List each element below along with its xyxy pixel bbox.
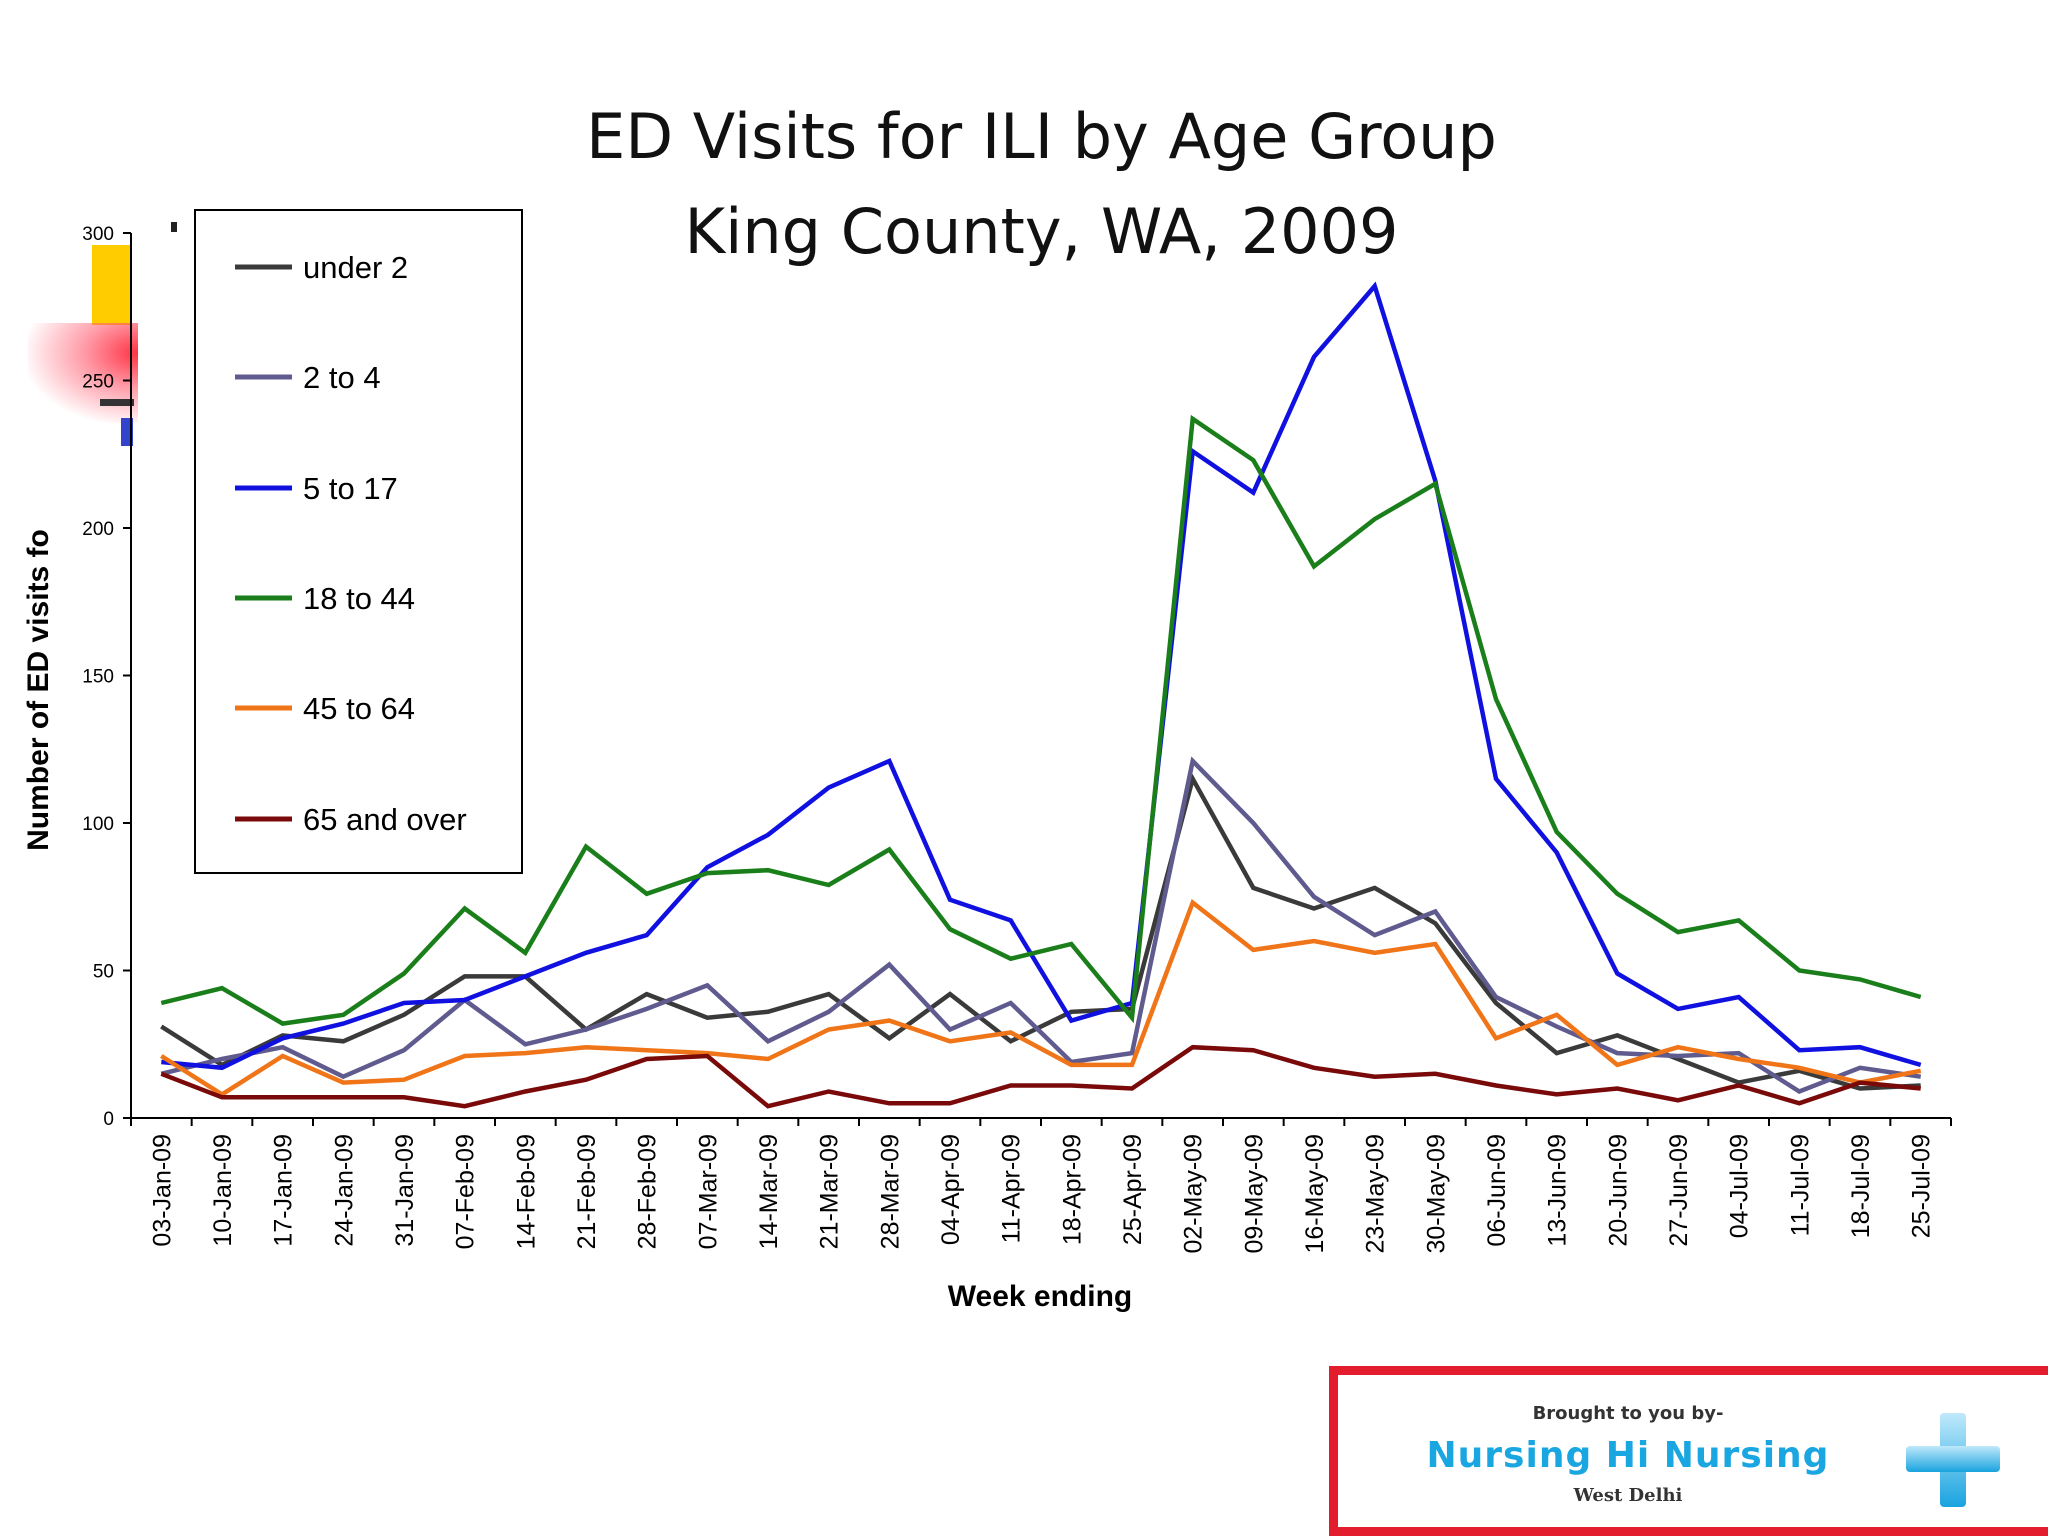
series-line-65-and-over bbox=[160, 1044, 1921, 1109]
x-tick-label: 18-Apr-09 bbox=[1058, 1134, 1086, 1245]
y-tick-label: 100 bbox=[82, 814, 114, 835]
y-tick-label: 50 bbox=[93, 962, 114, 983]
x-tick-label: 13-Jun-09 bbox=[1544, 1134, 1572, 1247]
series-line-5-to-17 bbox=[161, 281, 1922, 1071]
x-tick-label: 17-Jan-09 bbox=[270, 1134, 298, 1247]
y-tick-label: 200 bbox=[82, 519, 114, 540]
x-axis-title: Week ending bbox=[948, 1280, 1132, 1313]
banner-line1: Brought to you by- bbox=[1532, 1403, 1724, 1424]
series-line-2-to-4 bbox=[160, 756, 1922, 1095]
medical-cross-icon bbox=[1906, 1413, 2000, 1507]
x-tick-label: 14-Feb-09 bbox=[512, 1134, 540, 1249]
y-tick-label: 0 bbox=[103, 1109, 114, 1130]
small-decor-dot bbox=[171, 222, 177, 232]
x-tick-label: 31-Jan-09 bbox=[391, 1134, 419, 1247]
x-tick-label: 11-Apr-09 bbox=[998, 1134, 1026, 1243]
legend-label: 5 to 17 bbox=[303, 471, 398, 506]
chart-subtitle: King County, WA, 2009 bbox=[684, 195, 1399, 268]
chart-title: ED Visits for ILI by Age Group bbox=[586, 100, 1497, 173]
x-tick-label: 27-Jun-09 bbox=[1665, 1134, 1693, 1247]
x-tick-label: 07-Mar-09 bbox=[694, 1134, 722, 1249]
x-tick-label: 16-May-09 bbox=[1301, 1134, 1329, 1254]
banner-line3: West Delhi bbox=[1573, 1485, 1683, 1506]
x-tick-label: 21-Feb-09 bbox=[573, 1134, 601, 1249]
x-tick-label: 28-Feb-09 bbox=[634, 1134, 662, 1249]
x-tick-label: 09-May-09 bbox=[1240, 1134, 1268, 1254]
red-gradient-decor bbox=[28, 323, 138, 423]
x-tick-label: 07-Feb-09 bbox=[452, 1134, 480, 1249]
y-tick-label: 300 bbox=[82, 224, 114, 245]
yellow-decor-block bbox=[92, 245, 132, 325]
x-tick-label: 04-Jul-09 bbox=[1726, 1134, 1754, 1238]
x-tick-label: 30-May-09 bbox=[1422, 1134, 1450, 1254]
legend-label: 18 to 44 bbox=[303, 581, 415, 616]
y-tick-label: 250 bbox=[82, 372, 114, 393]
legend-label: 45 to 64 bbox=[303, 691, 415, 726]
legend-box bbox=[194, 209, 523, 874]
series-line-18-to-44 bbox=[160, 414, 1922, 1026]
x-tick-label: 21-Mar-09 bbox=[816, 1134, 844, 1249]
axes: 0 50 100 150 200 250 300 03-Jan-09 10-Jan-09 17-J… bbox=[82, 224, 1952, 1254]
x-tick-label: 14-Mar-09 bbox=[755, 1134, 783, 1249]
legend: under 2 2 to 4 5 to 17 18 to 44 45 to 64 65 a… bbox=[194, 209, 523, 874]
legend-label: 2 to 4 bbox=[303, 360, 381, 395]
sponsor-banner: Brought to you by- Nursing Hi Nursing We… bbox=[1329, 1366, 2048, 1536]
x-tick-label: 10-Jan-09 bbox=[209, 1134, 237, 1247]
x-tick-label: 25-Apr-09 bbox=[1119, 1134, 1147, 1245]
legend-label: under 2 bbox=[303, 250, 408, 285]
series-line-45-to-64 bbox=[160, 898, 1922, 1098]
x-tick-label: 20-Jun-09 bbox=[1604, 1134, 1632, 1247]
x-tick-label: 25-Jul-09 bbox=[1908, 1134, 1936, 1238]
legend-label: 65 and over bbox=[303, 802, 467, 837]
banner-brand: Nursing Hi Nursing bbox=[1426, 1435, 1830, 1476]
y-axis-title: Number of ED visits fo bbox=[22, 529, 55, 851]
x-tick-label: 18-Jul-09 bbox=[1847, 1134, 1875, 1238]
series-line-under-2 bbox=[160, 772, 1921, 1091]
series-layer bbox=[160, 281, 1922, 1109]
y-tick-label: 150 bbox=[82, 667, 114, 688]
x-tick-label: 28-Mar-09 bbox=[876, 1134, 904, 1249]
x-tick-label: 03-Jan-09 bbox=[148, 1134, 176, 1247]
x-tick-label: 02-May-09 bbox=[1180, 1134, 1208, 1254]
x-tick-label: 23-May-09 bbox=[1362, 1134, 1390, 1254]
x-tick-label: 06-Jun-09 bbox=[1483, 1134, 1511, 1247]
dark-decor-line bbox=[100, 399, 134, 406]
x-tick-label: 24-Jan-09 bbox=[330, 1134, 358, 1247]
x-tick-label: 11-Jul-09 bbox=[1786, 1134, 1814, 1236]
x-tick-label: 04-Apr-09 bbox=[937, 1134, 965, 1245]
